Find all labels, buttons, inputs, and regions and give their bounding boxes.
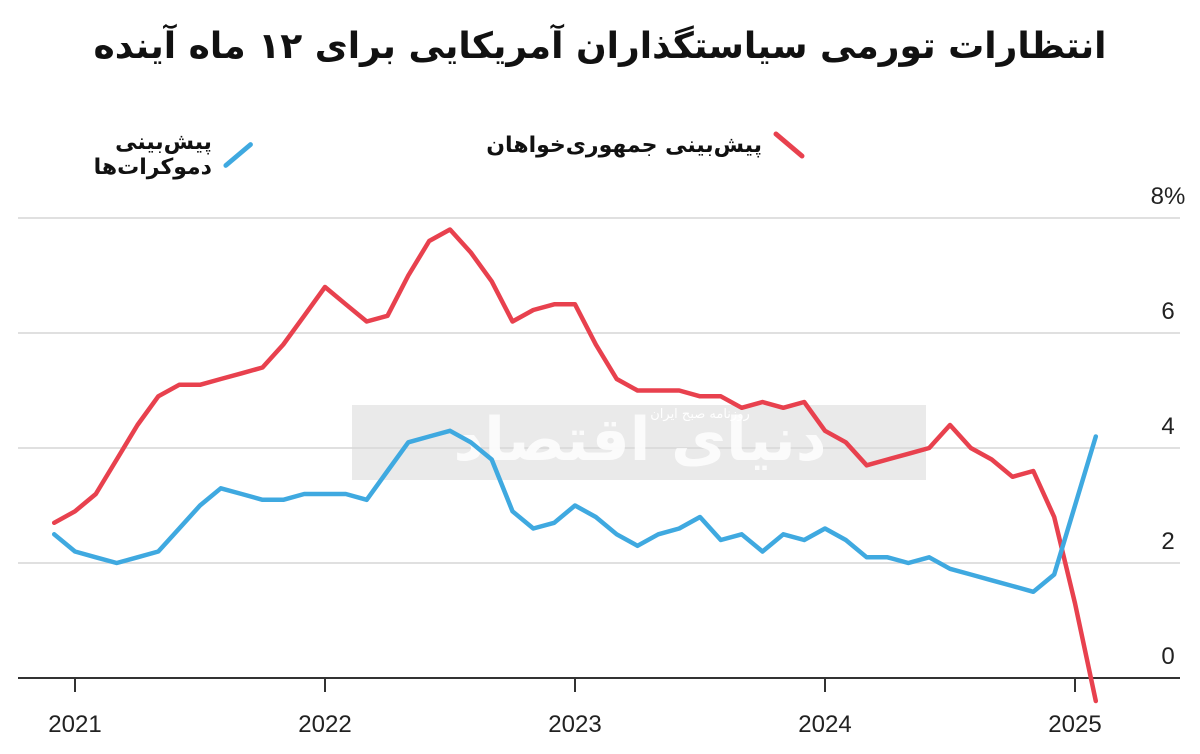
legend-label-republicans: پیش‌بینی جمهوری‌خواهان xyxy=(486,132,762,158)
chart-title: انتظارات تورمی سیاستگذاران آمریکایی برای… xyxy=(93,26,1107,67)
legend-label-democrats: پیش‌بینی دموکرات‌ها xyxy=(93,130,212,180)
series-line-republicans xyxy=(51,227,1099,704)
red-line-swatch-icon xyxy=(773,131,805,159)
y-tick-label: 2 xyxy=(1161,528,1174,555)
legend-republicans: پیش‌بینی جمهوری‌خواهان xyxy=(486,130,812,160)
y-tick-label: 0 xyxy=(1161,643,1174,670)
x-tick-label: 2024 xyxy=(798,711,851,738)
x-tick-label: 2023 xyxy=(548,711,601,738)
series-line-democrats xyxy=(51,428,1099,595)
blue-line-swatch-icon xyxy=(223,142,253,168)
x-tick-label: 2022 xyxy=(298,711,351,738)
legend-democrats: پیش‌بینی دموکرات‌ها xyxy=(0,130,260,180)
watermark-text: دنیای اقتصاد xyxy=(453,405,826,475)
x-tick-label: 2025 xyxy=(1048,711,1101,738)
y-tick-label: 8% xyxy=(1151,183,1186,210)
y-tick-label: 4 xyxy=(1161,413,1174,440)
watermark-subtext: روزنامه صبح ایران xyxy=(650,407,750,422)
y-tick-label: 6 xyxy=(1161,298,1174,325)
watermark: دنیای اقتصاد روزنامه صبح ایران xyxy=(352,405,926,480)
series-lines xyxy=(51,227,1099,704)
x-tick-label: 2021 xyxy=(48,711,101,738)
y-axis-ticks: 0 2 4 6 8% xyxy=(1151,183,1186,670)
x-axis: 2021 2022 2023 2024 2025 xyxy=(18,677,1180,738)
